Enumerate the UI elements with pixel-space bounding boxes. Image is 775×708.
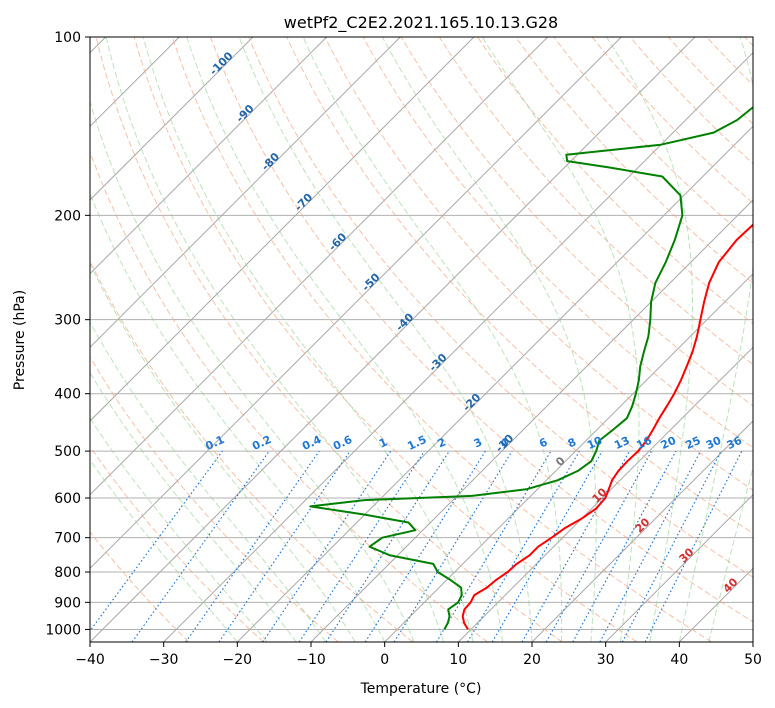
- mixing-ratio-label: 20: [659, 434, 679, 452]
- mixing-ratio-line: [364, 450, 486, 642]
- dry-adiabat-line: [95, 37, 563, 642]
- temperature-profile-line: [461, 223, 753, 630]
- y-tick-label: 500: [54, 444, 81, 460]
- y-tick-label: 400: [54, 387, 81, 403]
- isotherm-line: [531, 420, 753, 642]
- y-tick-label: 100: [54, 30, 81, 46]
- chart-title: wetPf2_C2E2.2021.165.10.13.G28: [284, 13, 558, 33]
- mixing-ratio-line: [435, 450, 552, 642]
- y-tick-label: 700: [54, 531, 81, 547]
- y-tick-label: 600: [54, 491, 81, 507]
- dry-adiabat-line: [248, 37, 753, 578]
- isotherm-line: [90, 37, 328, 275]
- plot-frame: [89, 36, 754, 643]
- dry-adiabat-line: [90, 259, 414, 642]
- mixing-ratio-line: [572, 450, 677, 642]
- moist-adiabat-line: [90, 192, 386, 642]
- dry-adiabat-line: [90, 150, 488, 642]
- dry-adiabat-line: [400, 37, 753, 407]
- dry-adiabat-line: [286, 37, 753, 534]
- mixing-ratio-label: 16: [634, 434, 654, 452]
- dry-adiabat-line: [90, 356, 339, 642]
- mixing-ratio-line: [218, 450, 351, 642]
- dry-adiabat-line: [90, 531, 190, 642]
- moist-adiabat-line: [105, 37, 445, 642]
- y-tick-label: 800: [54, 565, 81, 581]
- mixing-ratio-line: [466, 450, 580, 642]
- x-tick-label: −20: [223, 652, 253, 668]
- moist-adiabat-line: [302, 37, 563, 642]
- moist-adiabat-line: [481, 37, 640, 642]
- isotherm-line: [163, 51, 753, 642]
- mixing-ratio-label: 30: [704, 434, 724, 452]
- x-tick-label: 0: [380, 652, 389, 668]
- y-tick-label: 200: [54, 208, 81, 224]
- moist-adiabat-line: [90, 99, 415, 642]
- moist-adiabat-line: [142, 37, 474, 642]
- dry-adiabat-line: [210, 37, 753, 623]
- y-tick-label: 300: [54, 313, 81, 329]
- moist-adiabat-line: [90, 262, 356, 642]
- isotherm-line: [384, 272, 753, 642]
- isotherm-line: [90, 37, 401, 349]
- isotherm-line: [457, 346, 753, 642]
- mixing-ratio-label: 25: [683, 434, 702, 452]
- y-axis-label: Pressure (hPa): [12, 290, 28, 390]
- moist-adiabat-line: [90, 459, 238, 642]
- dry-adiabat-line: [515, 37, 753, 284]
- isotherm-line: [605, 493, 753, 642]
- isotherm-line: [236, 125, 753, 642]
- mixing-ratio-line: [185, 450, 320, 642]
- moist-adiabat-line: [678, 37, 753, 642]
- x-tick-label: 10: [449, 652, 467, 668]
- mixing-ratio-label: 36: [725, 434, 745, 452]
- x-tick-label: −40: [75, 652, 105, 668]
- x-tick-label: −10: [296, 652, 326, 668]
- x-tick-label: 50: [744, 652, 762, 668]
- moist-adiabat-line: [238, 37, 533, 642]
- mixing-ratio-line: [491, 450, 603, 642]
- mixing-ratio-line: [521, 450, 631, 642]
- moist-adiabat-line: [381, 37, 597, 642]
- mixing-ratio-line: [393, 450, 513, 642]
- mixing-ratio-line: [545, 450, 653, 642]
- moist-adiabat-line: [90, 417, 268, 642]
- x-tick-label: 30: [597, 652, 615, 668]
- x-tick-label: 20: [523, 652, 541, 668]
- x-tick-label: 40: [670, 652, 688, 668]
- dry-adiabat-line: [90, 445, 264, 642]
- dry-adiabat-line: [171, 37, 712, 642]
- x-axis-label: Temperature (°C): [360, 681, 482, 697]
- isotherm-line: [90, 37, 549, 496]
- mixing-ratio-label: 13: [612, 434, 631, 452]
- mixing-ratio-label: 10: [585, 434, 605, 452]
- x-tick-label: −30: [149, 652, 179, 668]
- isotherm-line: [90, 37, 696, 642]
- dewpoint-profile-line: [309, 105, 753, 630]
- isotherm-line: [90, 37, 254, 201]
- mixing-ratio-line: [325, 450, 450, 642]
- isotherm-line: [90, 37, 475, 422]
- dry-adiabat-line: [133, 37, 638, 642]
- isotherm-line: [90, 37, 622, 570]
- dry-adiabat-line: [438, 37, 753, 366]
- y-tick-label: 1000: [45, 622, 81, 638]
- moist-adiabat-line: [606, 37, 693, 642]
- y-tick-label: 900: [54, 595, 81, 611]
- moist-adiabat-line: [90, 321, 327, 642]
- moist-adiabat-line: [90, 371, 297, 642]
- moist-adiabat-line: [186, 37, 503, 642]
